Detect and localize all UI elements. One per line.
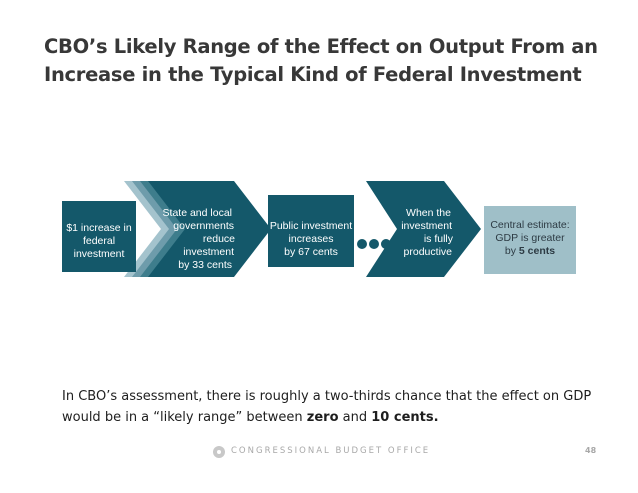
- step2-line2: governments: [173, 220, 234, 232]
- chevron-state-local-reduce: [148, 181, 271, 277]
- footer-organization: CONGRESSIONAL BUDGET OFFICE: [231, 446, 431, 456]
- slide-title-line-2: Increase in the Typical Kind of Federal …: [44, 63, 582, 86]
- step4-line2: investment: [401, 220, 452, 232]
- ellipsis-dot-2: [369, 239, 379, 249]
- box1-line3: investment: [74, 248, 125, 260]
- step4-line1: When the: [406, 207, 451, 219]
- slide-title-line-1: CBO’s Likely Range of the Effect on Outp…: [44, 35, 598, 58]
- page-number: 48: [585, 446, 597, 455]
- step3-line1: Public investment: [270, 220, 352, 232]
- result-line3: by 5 cents: [505, 245, 555, 257]
- box-public-investment: [268, 195, 354, 267]
- slide-footer: CONGRESSIONAL BUDGET OFFICE 48: [0, 445, 638, 461]
- result-line1: Central estimate:: [490, 219, 569, 231]
- ellipsis-dot-1: [357, 239, 367, 249]
- summary-zero: zero: [306, 410, 339, 425]
- result-line3-prefix: by: [505, 245, 517, 257]
- slide-title: CBO’s Likely Range of the Effect on Outp…: [44, 33, 604, 89]
- cbo-logo-icon: [213, 446, 225, 458]
- step2-line3: reduce: [203, 233, 235, 245]
- result-line2: GDP is greater: [495, 232, 565, 244]
- step2-line5: by 33 cents: [178, 259, 232, 271]
- box1-line2: federal: [83, 235, 115, 247]
- step4-line4: productive: [404, 246, 453, 258]
- box-federal-increase: [62, 201, 136, 272]
- step4-line3: is fully: [424, 233, 454, 245]
- summary-ten-cents: 10 cents.: [371, 410, 439, 425]
- result-five-cents: 5 cents: [519, 245, 555, 257]
- step2-line4: investment: [183, 246, 234, 258]
- summary-and: and: [342, 410, 368, 425]
- step2-line1: State and local: [163, 207, 232, 219]
- step3-line2: increases: [289, 233, 334, 245]
- box1-line1: $1 increase in: [66, 222, 132, 234]
- summary-text: In CBO’s assessment, there is roughly a …: [62, 389, 592, 425]
- box-central-estimate: [484, 206, 576, 274]
- likely-range-summary: In CBO’s assessment, there is roughly a …: [62, 386, 602, 428]
- chevron-fully-productive: [366, 181, 481, 277]
- step3-line3: by 67 cents: [284, 246, 338, 258]
